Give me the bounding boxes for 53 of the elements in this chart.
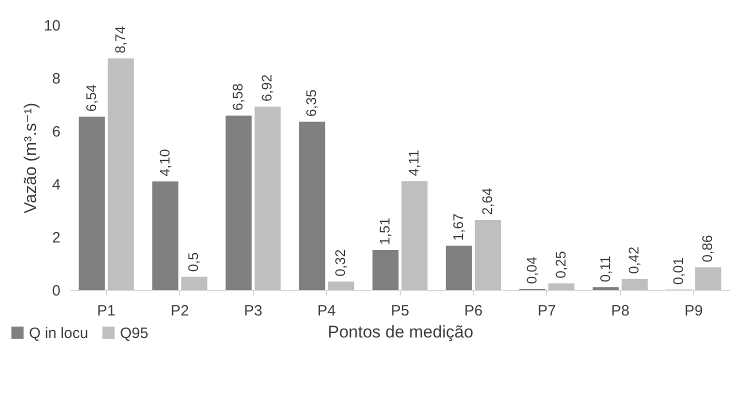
data-label: 0,11	[596, 256, 613, 282]
data-label: 0,5	[185, 252, 202, 272]
data-label: 0,42	[626, 246, 642, 274]
bar	[152, 181, 178, 290]
y-tick-label: 0	[52, 282, 60, 300]
data-label: 1,67	[450, 213, 466, 241]
data-label: 0,32	[332, 249, 348, 277]
data-label: 0,01	[670, 257, 686, 285]
legend-label: Q95	[120, 324, 148, 342]
x-tick-label: P4	[317, 302, 336, 320]
x-tick-label: P9	[684, 302, 703, 320]
y-tick-label: 4	[52, 176, 60, 194]
bar	[299, 122, 326, 290]
y-axis-title: Vazão (m³.s⁻¹)	[20, 102, 40, 214]
bar	[108, 58, 134, 290]
bar	[548, 283, 574, 290]
bar	[474, 220, 501, 290]
y-tick-label: 8	[52, 70, 60, 88]
legend-label: Q in locu	[29, 324, 88, 342]
data-label: 4,11	[405, 150, 422, 176]
data-label: 0,86	[699, 234, 716, 262]
data-label: 1,51	[376, 218, 393, 245]
bar	[622, 278, 648, 290]
data-label: 6,58	[230, 83, 246, 111]
bar	[372, 250, 399, 290]
y-tick-label: 6	[52, 124, 60, 140]
x-tick-label: P1	[97, 302, 116, 320]
x-tick-label: P3	[244, 302, 262, 320]
data-label: 6,54	[82, 84, 99, 112]
bar	[446, 246, 472, 290]
y-tick-label: 10	[44, 18, 60, 34]
data-label: 8,74	[112, 26, 128, 54]
data-label: 6,35	[303, 89, 320, 117]
x-tick-label: P8	[611, 302, 630, 320]
bar	[254, 106, 281, 290]
data-label: 4,10	[156, 148, 172, 176]
x-tick-label: P2	[170, 302, 189, 320]
data-label: 0,04	[523, 256, 540, 284]
x-axis-title: Pontos de medição	[328, 322, 474, 342]
x-tick-label: P5	[390, 302, 410, 320]
data-label: 0,25	[552, 250, 568, 278]
bar	[226, 116, 252, 290]
x-tick-label: P6	[464, 302, 483, 320]
y-tick-label: 2	[52, 230, 60, 246]
bar	[695, 267, 722, 290]
bar	[78, 116, 105, 290]
bar	[592, 287, 619, 290]
data-label: 2,64	[478, 188, 495, 216]
data-label: 6,92	[258, 74, 275, 102]
bar	[328, 282, 354, 290]
bar	[181, 276, 208, 290]
x-tick-label: P7	[538, 302, 556, 320]
bar	[401, 181, 428, 290]
